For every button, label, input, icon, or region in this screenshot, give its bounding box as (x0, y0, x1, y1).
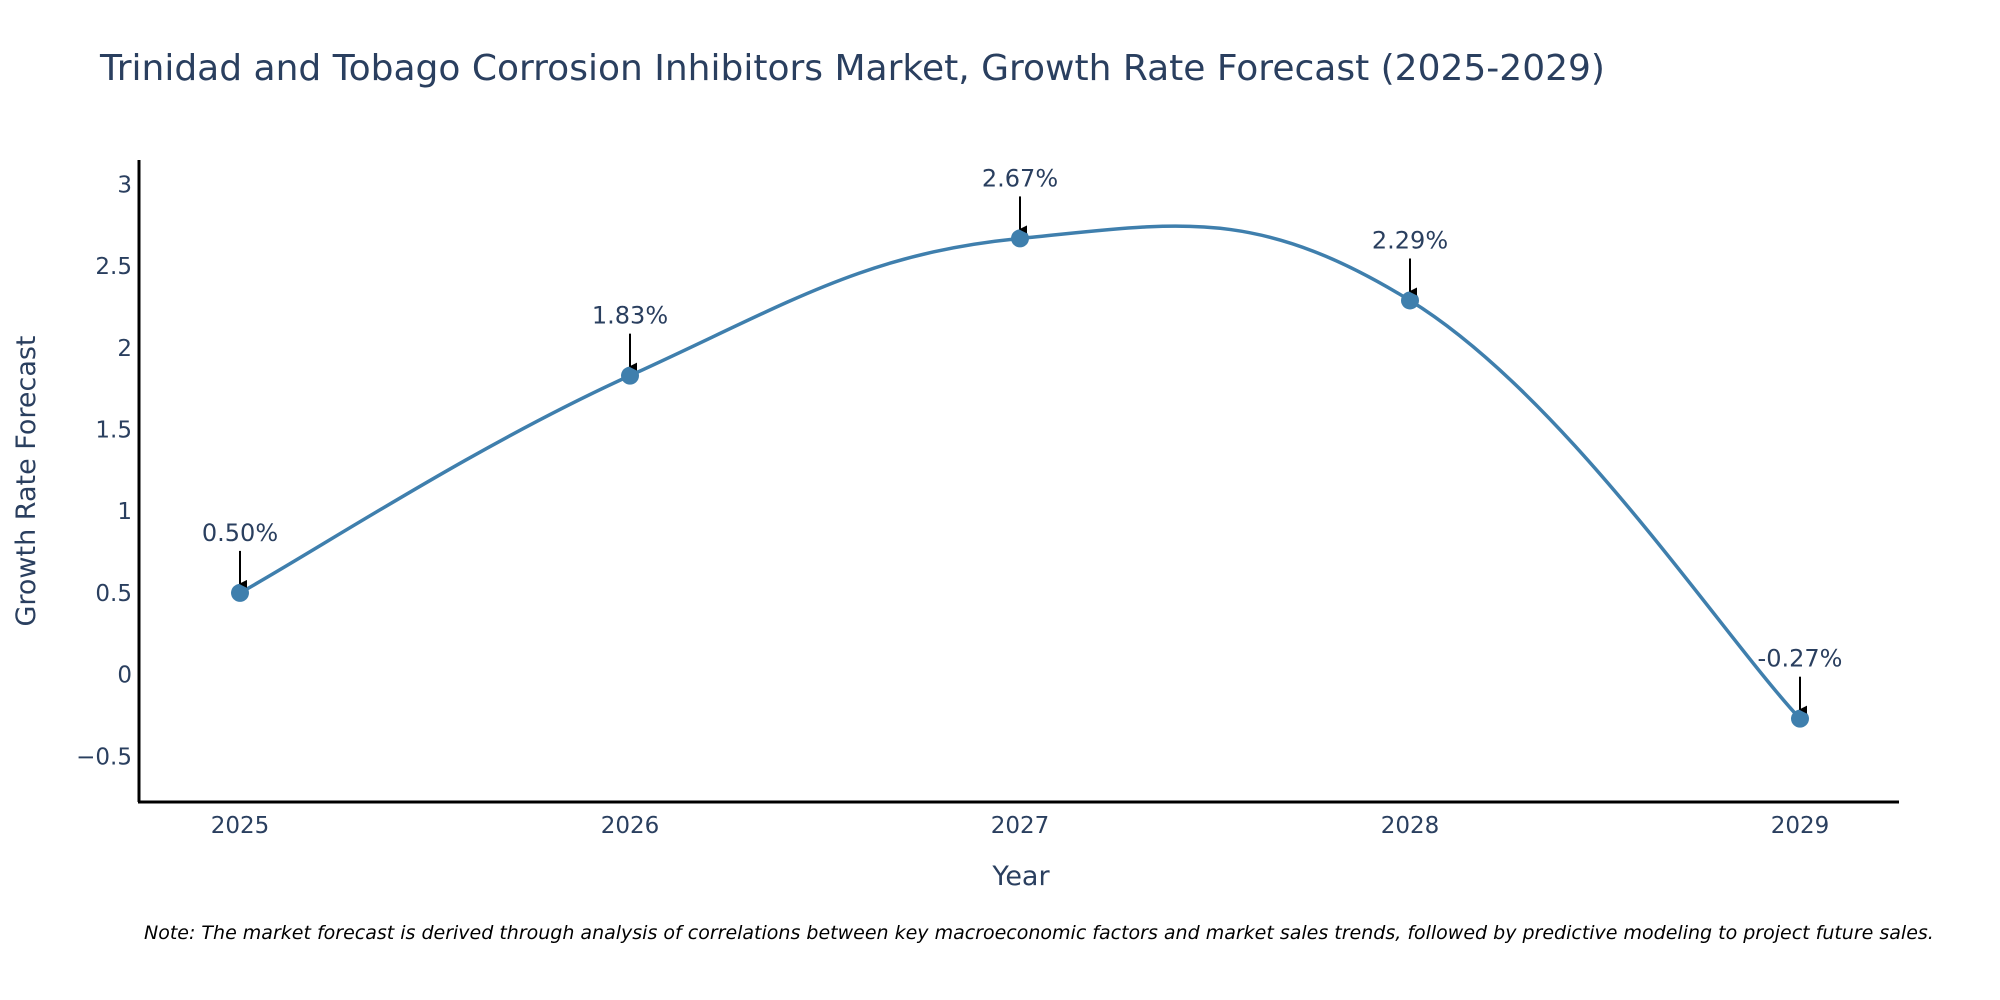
data-label: -0.27% (1758, 645, 1843, 673)
data-point-2028 (1401, 291, 1419, 310)
x-tick-label: 2027 (991, 813, 1050, 839)
data-label: 2.67% (982, 164, 1058, 192)
x-tick-labels: 2025 2026 2027 2028 2029 (211, 813, 1830, 839)
data-point-2025 (231, 583, 249, 602)
data-label: 1.83% (592, 302, 668, 330)
data-markers (231, 229, 1809, 728)
data-point-2029 (1791, 709, 1809, 728)
y-tick-label: −0.5 (76, 744, 132, 770)
data-label: 2.29% (1372, 226, 1448, 254)
y-tick-label: 2.5 (95, 254, 132, 280)
y-axis-title: Growth Rate Forecast (11, 335, 42, 626)
y-tick-labels: −0.5 0 0.5 1 1.5 2 2.5 3 (76, 173, 132, 771)
y-tick-label: 1.5 (95, 418, 132, 444)
series-line (239, 224, 1802, 720)
y-tick-label: 2 (117, 336, 132, 362)
y-tick-label: 0 (117, 663, 132, 689)
y-tick-label: 1 (117, 499, 132, 525)
data-annotations: 0.50% 1.83% 2.67% 2.29% -0.27% (202, 164, 1843, 714)
x-tick-label: 2025 (211, 813, 270, 839)
y-tick-label: 3 (117, 173, 132, 199)
x-tick-label: 2028 (1381, 813, 1440, 839)
y-tick-label: 0.5 (95, 581, 132, 607)
footnote: Note: The market forecast is derived thr… (144, 922, 1934, 944)
data-point-2026 (621, 366, 639, 385)
x-axis-title: Year (991, 861, 1050, 892)
x-tick-label: 2029 (1771, 813, 1830, 839)
data-point-2027 (1011, 229, 1029, 248)
chart-title: Trinidad and Tobago Corrosion Inhibitors… (99, 48, 1605, 89)
x-tick-label: 2026 (601, 813, 660, 839)
axes (137, 160, 1899, 804)
data-label: 0.50% (202, 519, 278, 547)
